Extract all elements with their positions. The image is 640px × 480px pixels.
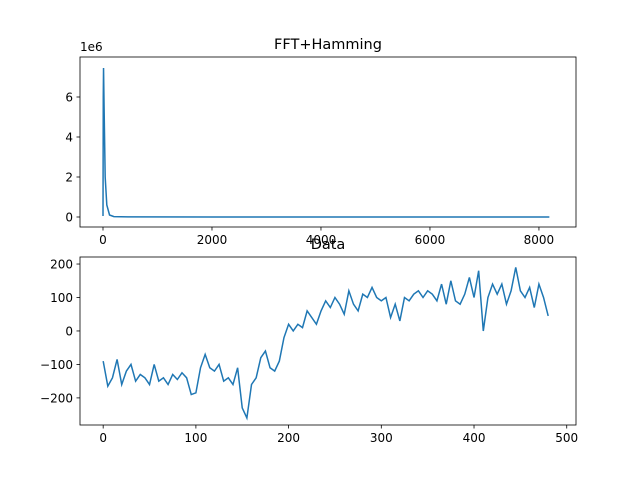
y-tick-label: 6 xyxy=(65,91,73,105)
x-tick-label: 8000 xyxy=(524,233,555,247)
data-line xyxy=(102,267,549,421)
x-tick-label: 400 xyxy=(463,431,486,445)
x-tick-label: 500 xyxy=(555,431,578,445)
data-line xyxy=(102,67,550,218)
y-tick-label: −200 xyxy=(40,391,73,405)
x-tick-label: 0 xyxy=(99,431,107,445)
axes-frame xyxy=(79,256,577,426)
chart-title: FFT+Hamming xyxy=(274,37,382,53)
y-tick-label: 0 xyxy=(65,324,73,338)
x-tick-label: 2000 xyxy=(197,233,228,247)
x-tick-label: 6000 xyxy=(415,233,446,247)
y-tick-label: 2 xyxy=(65,171,73,185)
x-tick-label: 4000 xyxy=(306,233,337,247)
y-tick-label: 4 xyxy=(65,131,73,145)
y-offset-label: 1e6 xyxy=(80,40,103,54)
y-tick-label: 0 xyxy=(65,211,73,225)
x-tick-label: 200 xyxy=(277,431,300,445)
x-tick-label: 100 xyxy=(184,431,207,445)
y-tick-label: 200 xyxy=(50,258,73,272)
chart-title: Data xyxy=(311,237,346,253)
axes-frame xyxy=(79,56,577,228)
x-tick-label: 300 xyxy=(370,431,393,445)
y-tick-label: 100 xyxy=(50,291,73,305)
x-tick-label: 0 xyxy=(99,233,107,247)
y-tick-label: −100 xyxy=(40,358,73,372)
